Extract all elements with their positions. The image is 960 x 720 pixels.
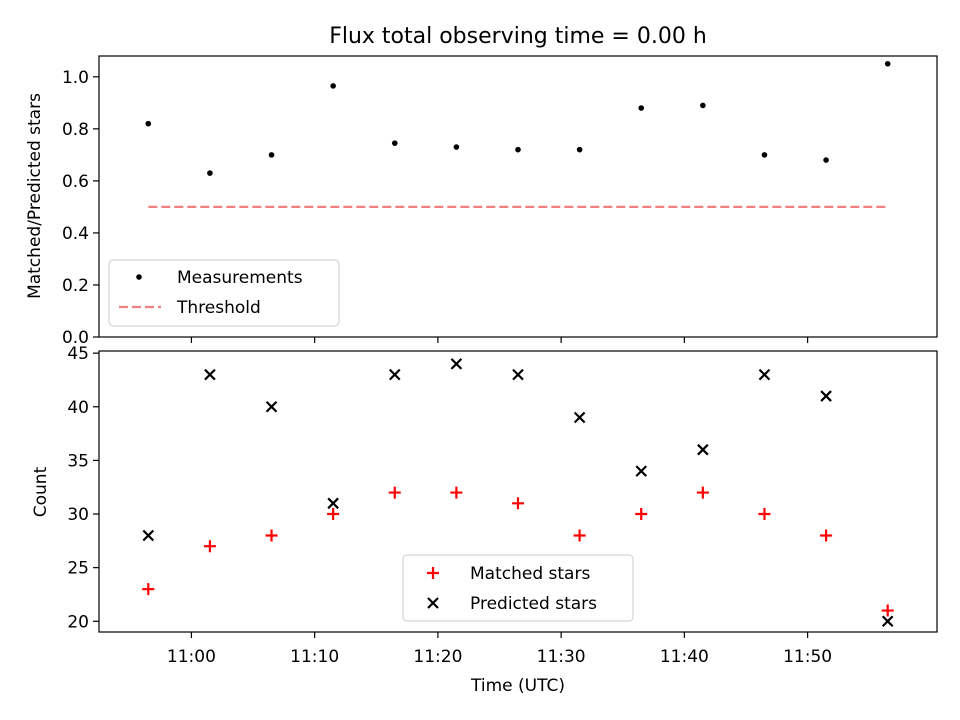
- predicted-star-point: [388, 368, 401, 381]
- measurement-point: [453, 144, 460, 150]
- predicted-star-point: [697, 443, 709, 456]
- matched-star-point: [142, 583, 155, 596]
- y-tick-label: 25: [67, 559, 89, 579]
- predicted-star-point: [512, 368, 524, 381]
- y-tick-label: 0.4: [62, 224, 89, 244]
- ratio-legend: Measurements Threshold: [108, 259, 340, 327]
- measurement-point: [761, 152, 768, 158]
- count-x-ticks: 11:00 11:10 11:20 11:30 11:40 11:50: [167, 632, 832, 667]
- predicted-star-point: [820, 390, 832, 402]
- ratio-panel: 0.0 0.2 0.4 0.6 0.8 1.0 Matched/Predicted sta…: [25, 55, 938, 348]
- matched-star-point: [758, 508, 771, 521]
- count-legend-box: [402, 554, 634, 622]
- measurement-point: [576, 146, 583, 153]
- matched-star-point: [388, 486, 401, 499]
- y-tick-label: 35: [67, 451, 89, 471]
- y-tick-label: 20: [67, 612, 89, 632]
- legend-predicted-label: Predicted stars: [470, 594, 597, 614]
- ratio-y-ticks: 0.0 0.2 0.4 0.6 0.8 1.0: [62, 68, 99, 348]
- matched-star-point: [573, 529, 586, 542]
- y-tick-label: 0.8: [62, 120, 89, 140]
- measurement-point: [638, 105, 645, 111]
- count-y-ticks: 20 25 30 35 40 45: [67, 344, 99, 632]
- y-tick-label: 0.0: [62, 328, 89, 348]
- ratio-legend-box: [108, 259, 340, 327]
- measurement-point: [330, 83, 336, 89]
- matched-star-point: [696, 486, 709, 499]
- x-tick-label: 11:10: [290, 647, 339, 667]
- measurement-point: [391, 140, 398, 146]
- predicted-star-point: [265, 400, 278, 413]
- matched-star-point: [327, 508, 340, 521]
- matched-star-point: [881, 604, 894, 617]
- y-tick-label: 0.2: [62, 276, 89, 296]
- matched-star-point: [820, 529, 833, 542]
- x-tick-label: 11:00: [167, 647, 216, 667]
- matched-star-point: [450, 486, 463, 499]
- predicted-star-point: [573, 411, 586, 424]
- measurement-point: [207, 170, 213, 176]
- count-axes-frame: [98, 350, 938, 633]
- ratio-x-ticks: [190, 337, 809, 343]
- predicted-star-point: [635, 465, 648, 477]
- legend-measurements-label: Measurements: [177, 268, 303, 288]
- matched-star-point: [512, 497, 524, 510]
- predicted-star-point: [758, 368, 771, 381]
- count-marks: [142, 358, 894, 628]
- y-tick-label: 40: [67, 398, 89, 418]
- legend-matched-marker: [427, 567, 439, 579]
- legend-matched-label: Matched stars: [470, 564, 590, 584]
- measurement-point: [515, 146, 521, 153]
- count-y-label: Count: [31, 466, 51, 517]
- legend-threshold-label: Threshold: [176, 298, 261, 318]
- measurement-point: [884, 61, 891, 67]
- matched-star-point: [203, 540, 216, 553]
- x-tick-label: 11:30: [537, 647, 586, 667]
- measurement-point: [700, 102, 706, 109]
- chart-title: Flux total observing time = 0.00 h: [329, 24, 707, 49]
- count-legend: Matched stars Predicted stars: [402, 554, 634, 622]
- x-tick-label: 11:50: [783, 647, 832, 667]
- x-tick-label: 11:40: [660, 647, 709, 667]
- predicted-star-point: [204, 368, 216, 381]
- x-axis-label: Time (UTC): [470, 676, 565, 696]
- predicted-star-point: [881, 615, 894, 628]
- y-tick-label: 0.6: [62, 172, 89, 192]
- measurement-point: [145, 120, 152, 127]
- measurement-point: [268, 152, 275, 158]
- y-tick-label: 30: [67, 505, 89, 525]
- legend-predicted-marker: [427, 597, 439, 609]
- predicted-star-point: [142, 529, 155, 542]
- x-tick-label: 11:20: [413, 647, 462, 667]
- measurement-point: [823, 157, 829, 163]
- y-tick-label: 45: [67, 344, 89, 364]
- ratio-marks: [145, 61, 891, 209]
- matched-star-point: [635, 508, 648, 521]
- matched-star-point: [265, 529, 278, 542]
- ratio-axes-frame: [98, 55, 938, 338]
- y-tick-label: 1.0: [62, 68, 89, 88]
- predicted-star-point: [450, 358, 463, 370]
- legend-measurements-marker: [136, 274, 142, 280]
- predicted-star-point: [327, 497, 339, 510]
- ratio-y-label: Matched/Predicted stars: [25, 93, 45, 299]
